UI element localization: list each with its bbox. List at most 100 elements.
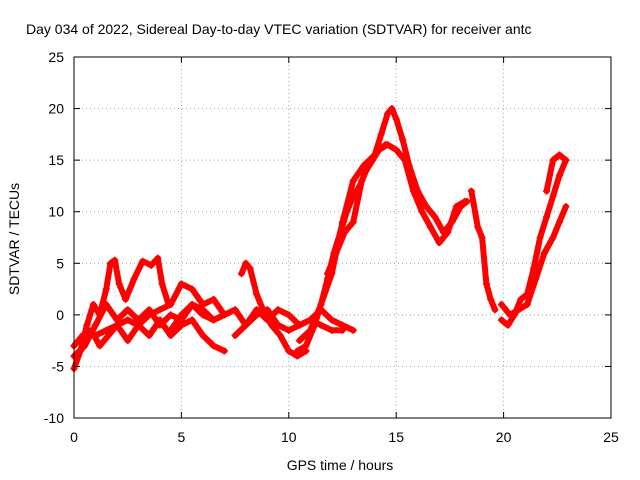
data-point [293,347,301,355]
data-point [210,295,218,303]
data-point [491,306,499,314]
y-tick-label: -5 [52,358,65,374]
data-point [341,228,349,236]
data-point [358,177,366,185]
y-tick-label: 25 [48,49,64,65]
data-point [231,331,239,339]
series-trace [238,260,309,360]
data-point [562,156,570,164]
data-point [536,234,544,241]
data-point [122,295,130,303]
data-point [96,342,104,350]
data-point [562,203,570,211]
data-point [532,275,540,283]
data-point [285,326,293,334]
data-point [296,321,304,329]
data-point [79,331,87,339]
data-point [366,156,374,164]
series-trace [232,306,357,339]
data-point [259,306,267,314]
data-point [328,326,336,334]
data-point [323,270,331,278]
data-point [177,280,185,288]
data-point [285,347,293,355]
y-axis-label: SDTVAR / TECUs [6,183,22,295]
data-point [474,223,482,231]
data-point [431,213,439,221]
data-point [384,141,392,149]
data-point [463,197,471,205]
data-point [482,280,490,288]
data-point [549,234,557,241]
data-point [543,213,551,221]
data-point [102,301,110,309]
data-point [145,311,153,319]
data-point [156,306,164,314]
data-point [167,311,175,319]
data-point [530,264,538,272]
series-sat-4 [91,280,228,339]
data-point [549,192,557,200]
data-point [467,187,475,195]
series-sat-7 [238,259,310,360]
series-trace [296,105,430,344]
data-point [427,223,435,231]
data-point [220,311,228,319]
data-point [497,316,505,324]
data-point [253,290,261,298]
data-point [285,311,293,319]
data-point [504,321,512,329]
chart-title: Day 034 of 2022, Sidereal Day-to-day VTE… [26,21,532,37]
data-point [246,264,254,272]
data-point [89,301,97,309]
data-point [167,301,175,309]
data-point [418,208,426,216]
data-point [199,306,207,314]
data-point [388,105,396,113]
axis-ticks: 0 5 10 15 20 25 -10 -5 0 5 10 15 20 25 [44,49,619,445]
data-point [156,321,164,329]
data-point [349,218,357,226]
data-point [401,156,409,164]
data-point [439,228,447,236]
data-point [91,331,99,339]
data-point [134,321,142,329]
data-point [113,321,121,329]
data-point [124,306,132,314]
data-point [422,203,430,211]
data-point [188,316,196,324]
data-point [111,256,119,264]
data-point [543,187,551,195]
data-point [154,254,162,262]
data-point [448,218,456,226]
data-point [238,270,246,278]
data-point [253,306,261,314]
data-point [302,342,310,350]
data-point [555,151,563,159]
data-point [339,218,346,226]
data-point [104,331,112,339]
series-sat-11 [422,197,471,236]
data-point [375,146,383,154]
series-sat-12 [467,187,499,314]
data-point [506,311,514,319]
data-point [317,301,325,309]
data-point [317,321,325,329]
data-point [435,239,443,247]
data-point [517,295,525,303]
data-point [555,218,563,226]
data-point [349,326,357,334]
x-tick-label: 20 [496,429,512,445]
data-point [349,177,357,185]
series-trace [71,255,172,372]
data-point [188,285,196,293]
data-point [555,172,563,180]
data-point [81,342,89,350]
plot-frame [73,56,612,419]
data-point [124,337,132,345]
series-sat-14 [497,203,570,319]
data-point [392,115,400,123]
data-point [515,306,523,314]
